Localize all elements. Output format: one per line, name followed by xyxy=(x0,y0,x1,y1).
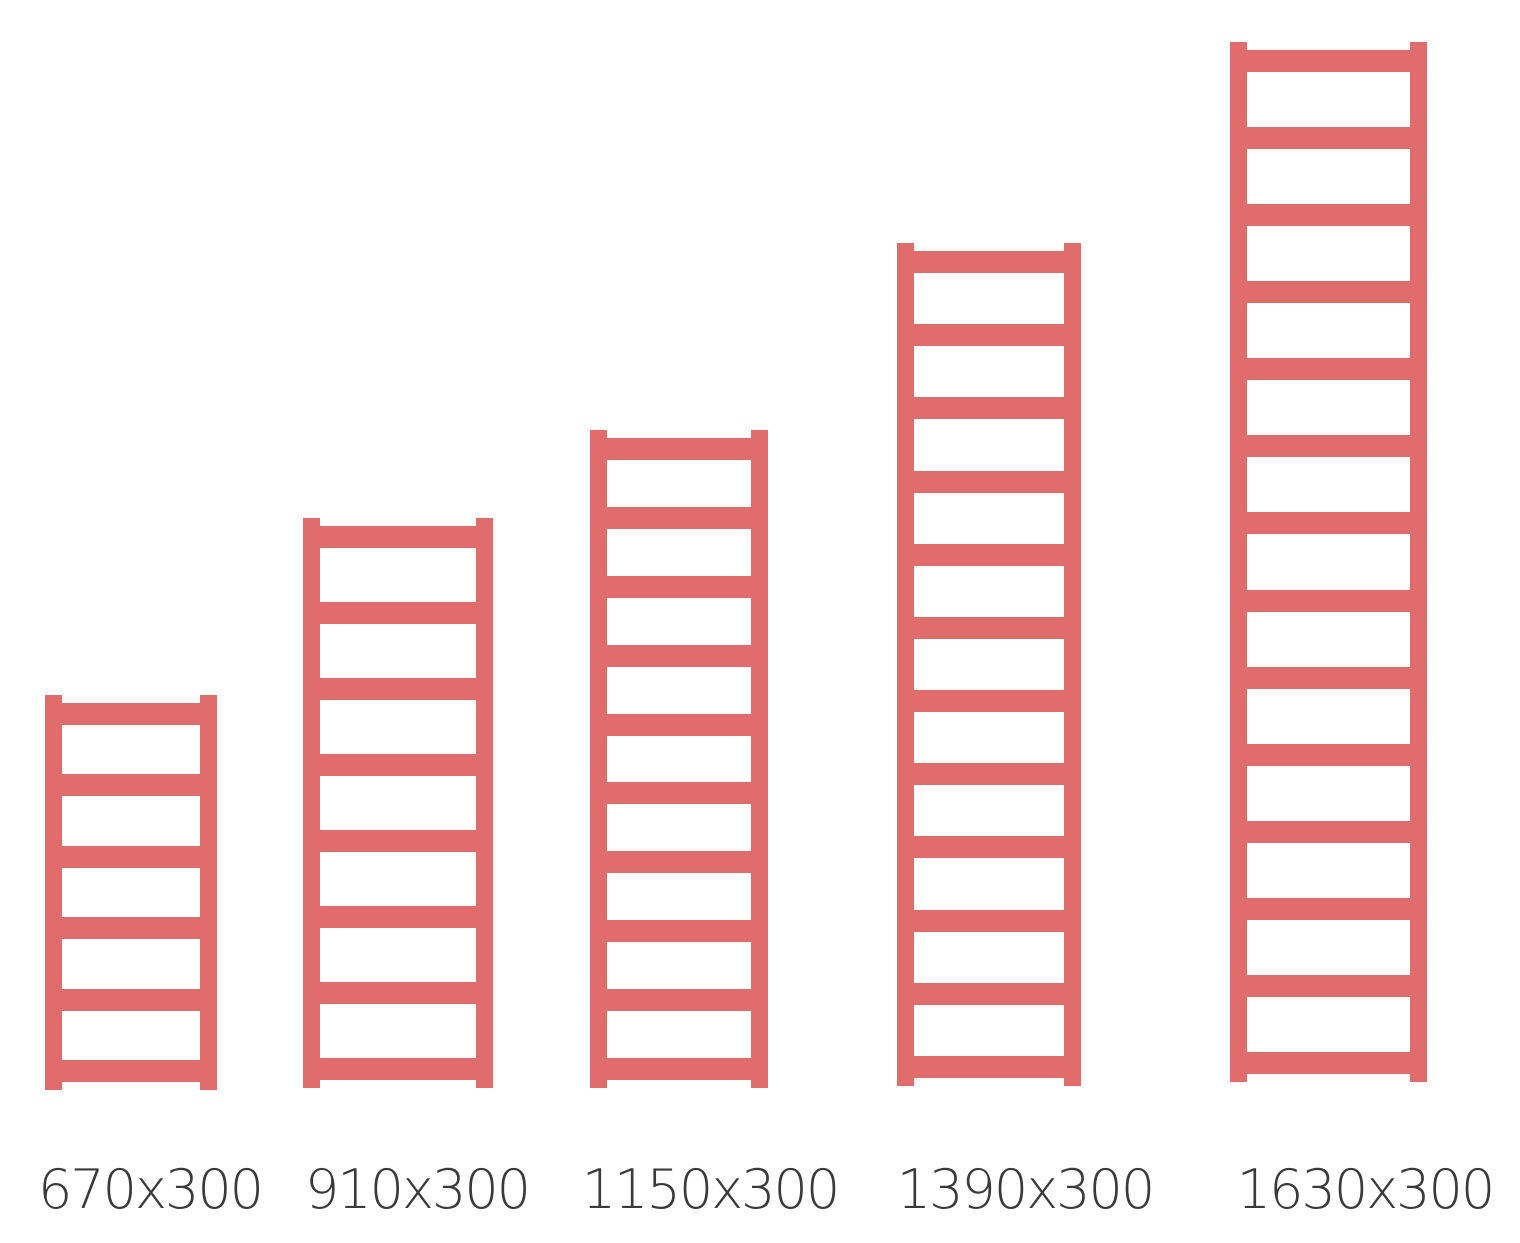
towel-bar xyxy=(590,438,768,460)
towel-bar xyxy=(1230,975,1427,997)
towel-bar xyxy=(590,645,768,667)
towel-bar xyxy=(1230,281,1427,303)
towel-bar xyxy=(1230,590,1427,612)
towel-bar xyxy=(1230,435,1427,457)
towel-bar xyxy=(303,602,493,624)
towel-bar xyxy=(590,851,768,873)
size-label: 670x300 xyxy=(37,1158,264,1221)
right-rail xyxy=(1064,243,1081,1086)
towel-bar xyxy=(590,782,768,804)
towel-bar xyxy=(1230,358,1427,380)
towel-bar xyxy=(1230,821,1427,843)
towel-bar xyxy=(1230,898,1427,920)
left-rail xyxy=(45,695,62,1090)
towel-bar xyxy=(303,1058,493,1080)
towel-bar xyxy=(303,982,493,1004)
towel-bar xyxy=(303,830,493,852)
left-rail xyxy=(897,243,914,1086)
towel-bar xyxy=(303,906,493,928)
right-rail xyxy=(1410,42,1427,1082)
towel-bar xyxy=(1230,204,1427,226)
towel-bar xyxy=(45,703,217,725)
towel-bar xyxy=(897,251,1081,273)
towel-bar xyxy=(897,836,1081,858)
towel-bar xyxy=(897,324,1081,346)
towel-bar xyxy=(897,544,1081,566)
towel-bar xyxy=(897,763,1081,785)
towel-bar xyxy=(590,714,768,736)
size-label: 1630x300 xyxy=(1236,1158,1495,1221)
towel-bar xyxy=(897,397,1081,419)
size-label: 910x300 xyxy=(304,1158,531,1221)
towel-bar xyxy=(1230,744,1427,766)
size-label: 1390x300 xyxy=(896,1158,1155,1221)
towel-bar xyxy=(590,920,768,942)
left-rail xyxy=(1230,42,1247,1082)
towel-bar xyxy=(590,576,768,598)
towel-bar xyxy=(1230,512,1427,534)
towel-bar xyxy=(303,754,493,776)
towel-bar xyxy=(897,471,1081,493)
towel-bar xyxy=(1230,127,1427,149)
size-label: 1150x300 xyxy=(581,1158,840,1221)
towel-bar xyxy=(1230,50,1427,72)
radiator-1630x300 xyxy=(1230,42,1427,1082)
towel-bar xyxy=(897,617,1081,639)
towel-bar xyxy=(897,1056,1081,1078)
towel-bar xyxy=(45,1060,217,1082)
right-rail xyxy=(476,518,493,1088)
towel-bar xyxy=(1230,667,1427,689)
towel-bar xyxy=(1230,1052,1427,1074)
towel-bar xyxy=(897,690,1081,712)
towel-bar xyxy=(590,989,768,1011)
towel-bar xyxy=(303,526,493,548)
radiator-1150x300 xyxy=(590,430,768,1088)
towel-bar xyxy=(45,917,217,939)
right-rail xyxy=(200,695,217,1090)
towel-bar xyxy=(590,507,768,529)
towel-bar xyxy=(45,846,217,868)
towel-bar xyxy=(45,774,217,796)
towel-bar xyxy=(897,983,1081,1005)
radiator-910x300 xyxy=(303,518,493,1088)
left-rail xyxy=(303,518,320,1088)
radiator-1390x300 xyxy=(897,243,1081,1086)
towel-bar xyxy=(45,989,217,1011)
radiator-670x300 xyxy=(45,695,217,1090)
towel-bar xyxy=(303,678,493,700)
towel-bar xyxy=(590,1058,768,1080)
towel-bar xyxy=(897,910,1081,932)
